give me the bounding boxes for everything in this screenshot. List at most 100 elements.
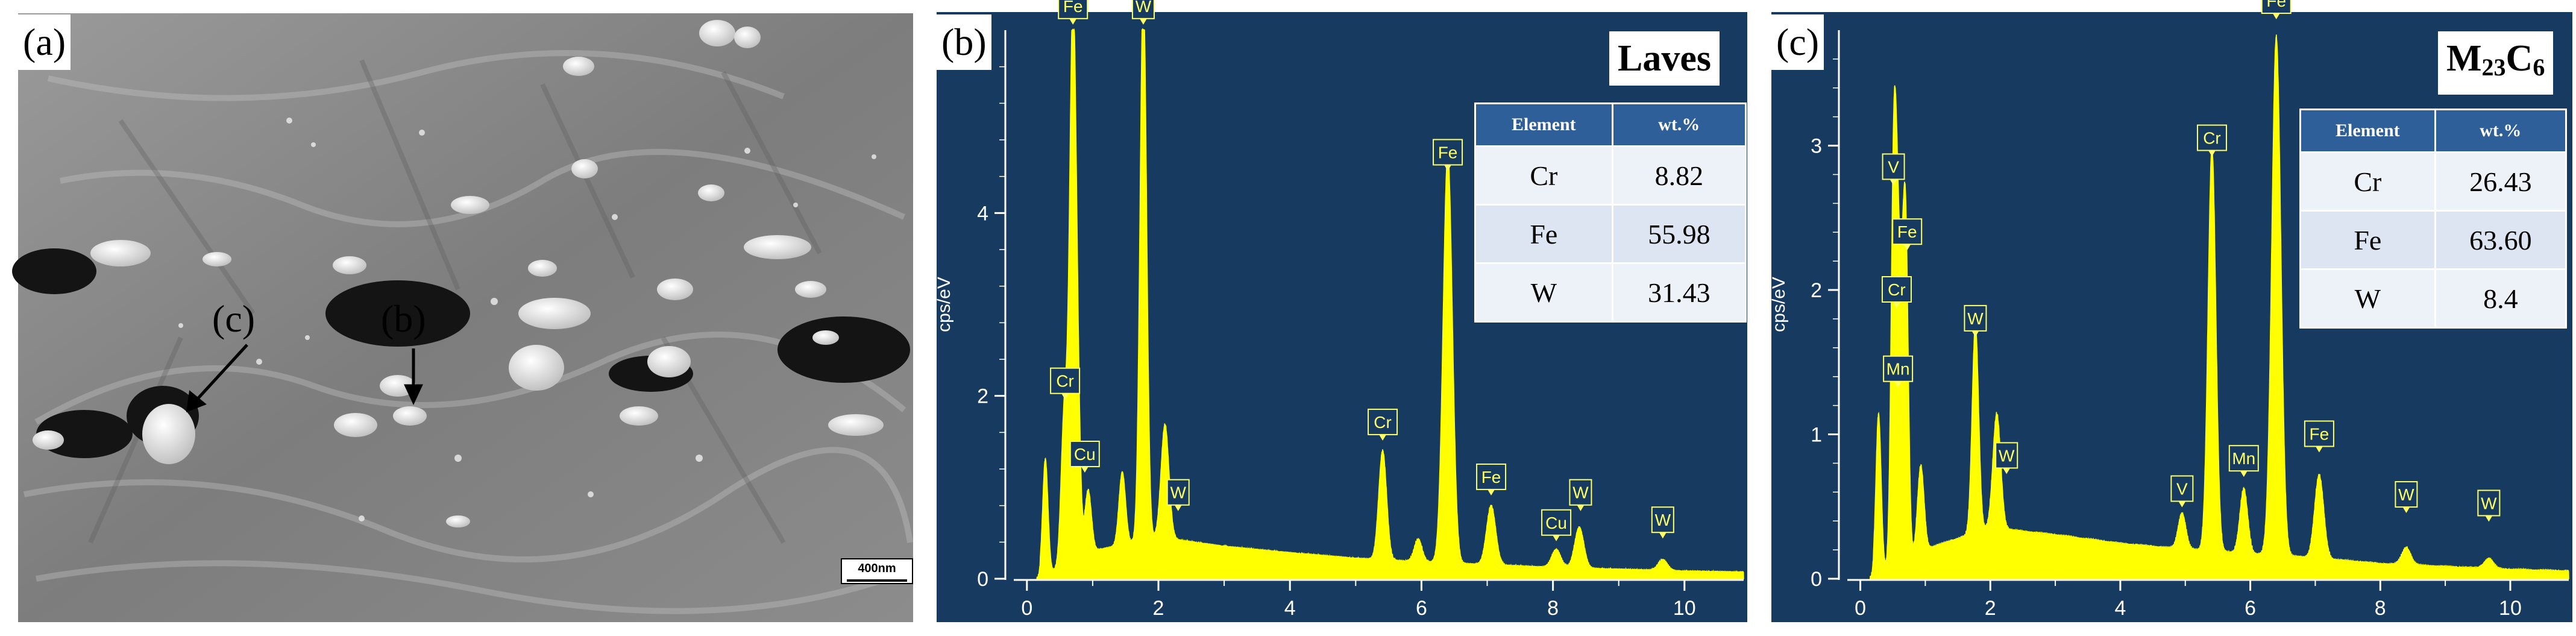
- peak-label-pointer: [1379, 434, 1387, 441]
- peak-label-mn: Mn: [2228, 445, 2259, 477]
- y-tick-label: 2: [1811, 279, 1822, 302]
- peak-label-pointer: [1069, 18, 1077, 25]
- peak-label-pointer: [2003, 468, 2011, 474]
- peak-label-box: [1476, 463, 1507, 490]
- peak-label-text: Cu: [1074, 445, 1096, 464]
- peak-label-text: W: [1572, 483, 1589, 502]
- peak-label-pointer: [1577, 505, 1585, 511]
- peak-label-box: [1069, 441, 1100, 467]
- peak-label-v: V: [2170, 475, 2194, 508]
- peak-label-fe: Fe: [1476, 463, 1507, 496]
- peak-label-pointer: [2240, 471, 2248, 477]
- peak-label-cu: Cu: [1541, 509, 1572, 541]
- table-cell-value: 31.43: [1611, 262, 1747, 323]
- x-tick-label: 10: [1673, 597, 1696, 620]
- peak-label-text: Mn: [2232, 449, 2255, 468]
- scale-bar-line: [847, 579, 907, 582]
- peak-label-cr: Cr: [2196, 124, 2227, 157]
- table-header-element: Element: [1474, 102, 1613, 147]
- peak-label-box: [2170, 475, 2194, 502]
- x-tick-label: 6: [1416, 597, 1427, 620]
- title-c: C: [2505, 38, 2533, 79]
- table-row: Fe 55.98: [1474, 204, 1747, 264]
- peak-label-text: V: [2176, 479, 2188, 498]
- peak-label-pointer: [2485, 515, 2493, 522]
- x-tick-label: 4: [1284, 597, 1296, 620]
- x-tick-label: 0: [1855, 597, 1866, 620]
- peak-label-text: Cr: [1374, 413, 1392, 432]
- table-cell-element: Cr: [1474, 145, 1613, 206]
- marker-c-label: (c): [212, 297, 256, 340]
- laves-composition-table: Element wt.% Cr 8.82 Fe 55.98 W 31.43: [1474, 102, 1747, 323]
- peak-label-w: W: [1569, 479, 1592, 511]
- x-tick-label: 8: [1547, 597, 1559, 620]
- y-tick-label: 4: [977, 202, 988, 225]
- peak-label-box: [1883, 355, 1914, 382]
- peak-label-box: [1058, 0, 1089, 19]
- table-cell-value: 55.98: [1611, 204, 1747, 264]
- carbide-title: M23C6: [2438, 31, 2554, 95]
- peak-label-pointer: [1061, 393, 1069, 400]
- peak-label-pointer: [1081, 467, 1089, 473]
- peak-label-pointer: [1894, 381, 1902, 388]
- peak-label-w: W: [1131, 0, 1155, 25]
- peak-label-pointer: [1890, 179, 1897, 186]
- peak-label-cr: Cr: [1881, 276, 1912, 308]
- panel-c-tag: (c): [1771, 14, 1824, 70]
- table-cell-value: 8.4: [2434, 268, 2568, 329]
- peak-label-box: [1892, 218, 1923, 245]
- peak-label-cu: Cu: [1069, 441, 1100, 473]
- peak-label-w: W: [1166, 479, 1190, 511]
- peak-label-pointer: [1139, 18, 1147, 25]
- table-header-wt: wt.%: [2434, 109, 2568, 153]
- scale-bar: 400nm: [841, 558, 913, 584]
- table-row: Cr 8.82: [1474, 145, 1747, 206]
- peak-label-w: W: [1995, 442, 2018, 474]
- marker-b-label: (b): [381, 297, 426, 340]
- peak-label-pointer: [1903, 244, 1911, 251]
- peak-label-text: Fe: [1438, 143, 1458, 162]
- peak-label-text: Fe: [1063, 0, 1083, 16]
- peak-label-fe: Fe: [1433, 139, 1463, 171]
- scale-bar-label: 400nm: [858, 562, 896, 575]
- table-row: Fe 63.60: [2299, 210, 2568, 270]
- title-m: M: [2446, 38, 2482, 79]
- x-tick-label: 2: [1985, 597, 1996, 620]
- peak-label-box: [1541, 509, 1572, 536]
- table-row: Cr 26.43: [2299, 151, 2568, 212]
- sem-micrograph-image: [12, 13, 913, 622]
- peak-label-w: W: [1651, 506, 1674, 539]
- peak-label-text: Cr: [1888, 280, 1906, 299]
- sem-micrograph-panel: (a) (c) (b) 400nm: [0, 0, 916, 636]
- title-sub-23: 23: [2481, 54, 2506, 81]
- table-row: W 8.4: [2299, 268, 2568, 329]
- peak-label-pointer: [2178, 501, 2186, 508]
- peak-label-w: W: [2477, 490, 2501, 522]
- spectrum-area: [1036, 28, 1744, 579]
- peak-label-text: W: [1967, 309, 1984, 328]
- peak-label-pointer: [1893, 302, 1900, 308]
- peak-label-box: [1368, 408, 1398, 435]
- table-row: W 31.43: [1474, 262, 1747, 323]
- peak-label-mn: Mn: [1883, 355, 1914, 388]
- peak-label-fe: Fe: [1058, 0, 1089, 25]
- peak-label-text: Cu: [1545, 514, 1567, 532]
- peak-label-pointer: [1487, 489, 1495, 496]
- peak-label-text: V: [1888, 157, 1899, 176]
- table-header-wt: wt.%: [1611, 102, 1747, 147]
- peak-label-box: [2304, 420, 2334, 447]
- peak-label-pointer: [1174, 505, 1182, 511]
- y-tick-label: 3: [1811, 135, 1822, 158]
- peak-label-text: W: [1999, 446, 2015, 465]
- y-tick-label: 0: [977, 568, 988, 591]
- table-cell-element: Fe: [2299, 210, 2436, 270]
- table-cell-value: 63.60: [2434, 210, 2568, 270]
- y-axis-label: cps/eV: [1769, 277, 1789, 332]
- peak-label-text: Cr: [1056, 372, 1074, 391]
- peak-label-pointer: [2315, 446, 2323, 453]
- x-tick-label: 6: [2245, 597, 2256, 620]
- peak-label-pointer: [1444, 165, 1452, 171]
- x-tick-label: 2: [1153, 597, 1164, 620]
- x-tick-label: 10: [2499, 597, 2522, 620]
- peak-label-box: [1881, 276, 1912, 303]
